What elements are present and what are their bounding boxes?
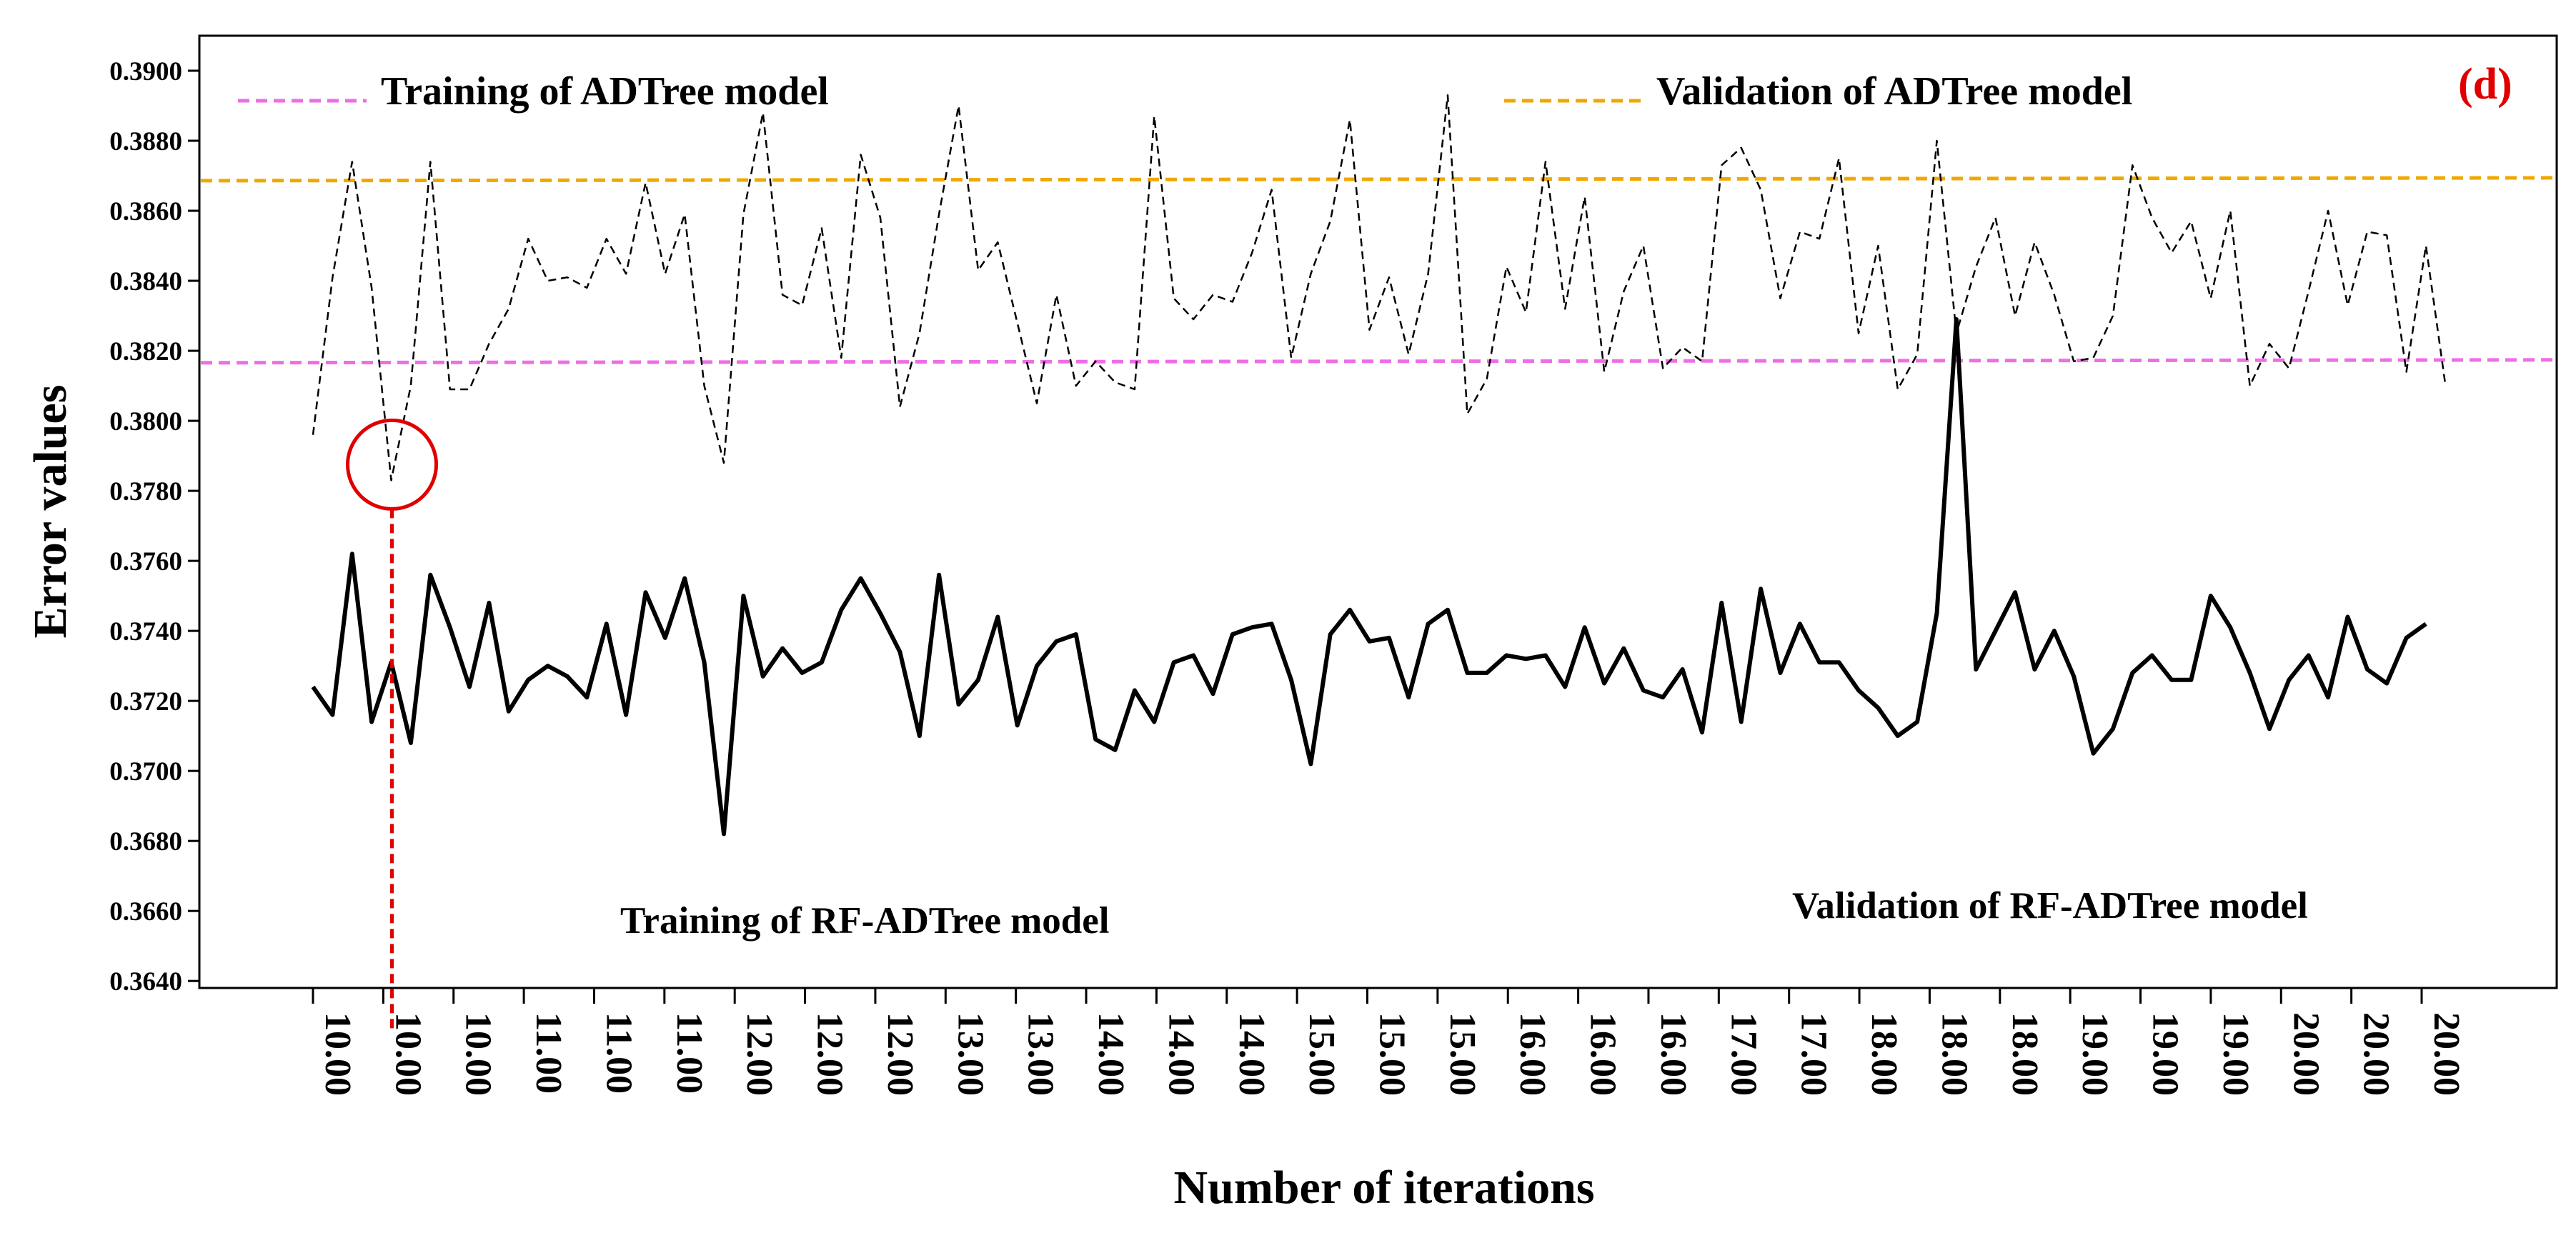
x-tick-label-7: 12.00 [810,1012,850,1096]
x-tick-label-9: 13.00 [950,1012,990,1096]
x-tick-label-23: 18.00 [1934,1012,1974,1096]
reference-lines [200,176,2556,365]
y-tick-label-0: 0.3640 [109,967,182,997]
x-tick-label-12: 14.00 [1160,1012,1201,1096]
y-tick-label-5: 0.3740 [109,617,182,647]
legend-label-training-adtree: Training of ADTree model [381,69,829,114]
x-tick-label-6: 12.00 [739,1012,780,1096]
annotation-layer [346,418,439,1031]
x-tick-label-2: 10.00 [458,1012,499,1096]
legend-label-validation-adtree: Validation of ADTree model [1656,69,2132,114]
y-tick-label-6: 0.3760 [109,547,182,576]
reference-line-1 [200,176,2556,183]
panel-label: (d) [2458,60,2512,109]
annotation-circle [346,418,439,511]
x-tick-label-17: 16.00 [1512,1012,1553,1096]
y-tick-label-1: 0.3660 [109,897,182,927]
x-tick-label-19: 16.00 [1653,1012,1694,1096]
x-tick-label-13: 14.00 [1231,1012,1272,1096]
x-tick-label-25: 19.00 [2074,1012,2115,1096]
series-line-0 [311,317,2427,837]
x-tick-label-14: 15.00 [1301,1012,1342,1096]
x-tick-label-10: 13.00 [1020,1012,1061,1096]
y-tick-label-2: 0.3680 [109,827,182,857]
x-tick-label-22: 18.00 [1864,1012,1904,1096]
y-tick-label-7: 0.3780 [109,477,182,506]
x-tick-label-30: 20.00 [2426,1012,2467,1096]
series-line-1 [312,94,2447,481]
x-tick-label-29: 20.00 [2356,1012,2397,1096]
y-tick-label-4: 0.3720 [109,687,182,717]
plot-frame [198,34,2558,989]
x-tick-label-18: 16.00 [1583,1012,1623,1096]
x-tick-label-26: 19.00 [2145,1012,2186,1096]
x-tick-label-4: 11.00 [598,1012,639,1094]
x-tick-label-1: 10.00 [387,1012,428,1096]
x-tick-label-16: 15.00 [1442,1012,1483,1096]
x-tick-label-8: 12.00 [880,1012,920,1096]
series-layer [311,94,2447,837]
x-tick-label-24: 18.00 [2004,1012,2045,1096]
x-tick-label-15: 15.00 [1372,1012,1413,1096]
x-tick-label-21: 17.00 [1794,1012,1834,1096]
reference-line-0 [200,358,2556,365]
y-axis: 0.3640 0.3660 0.3680 0.3700 0.3720 0.3740 0.37… [109,57,199,997]
x-tick-label-27: 19.00 [2215,1012,2256,1096]
y-tick-label-13: 0.3900 [109,57,182,86]
x-tick-label-11: 14.00 [1090,1012,1131,1096]
y-tick-label-8: 0.3800 [109,407,182,436]
x-tick-label-28: 20.00 [2285,1012,2326,1096]
x-axis-title: Number of iterations [1173,1162,1594,1214]
y-tick-label-12: 0.3880 [109,127,182,156]
y-tick-label-3: 0.3700 [109,757,182,787]
y-tick-label-11: 0.3860 [109,197,182,226]
x-axis: 10.00 10.00 10.00 11.00 11.00 11.00 12.00 12.00… [312,988,2467,1096]
x-tick-label-3: 11.00 [528,1012,569,1094]
y-tick-label-9: 0.3820 [109,337,182,366]
y-tick-label-10: 0.3840 [109,267,182,296]
label-training-rf-adtree: Training of RF-ADTree model [620,900,1110,942]
y-axis-title: Error values [24,384,76,638]
label-validation-rf-adtree: Validation of RF-ADTree model [1792,885,2308,927]
x-tick-label-5: 11.00 [669,1012,710,1094]
x-tick-label-20: 17.00 [1723,1012,1764,1096]
x-tick-label-0: 10.00 [317,1012,358,1096]
